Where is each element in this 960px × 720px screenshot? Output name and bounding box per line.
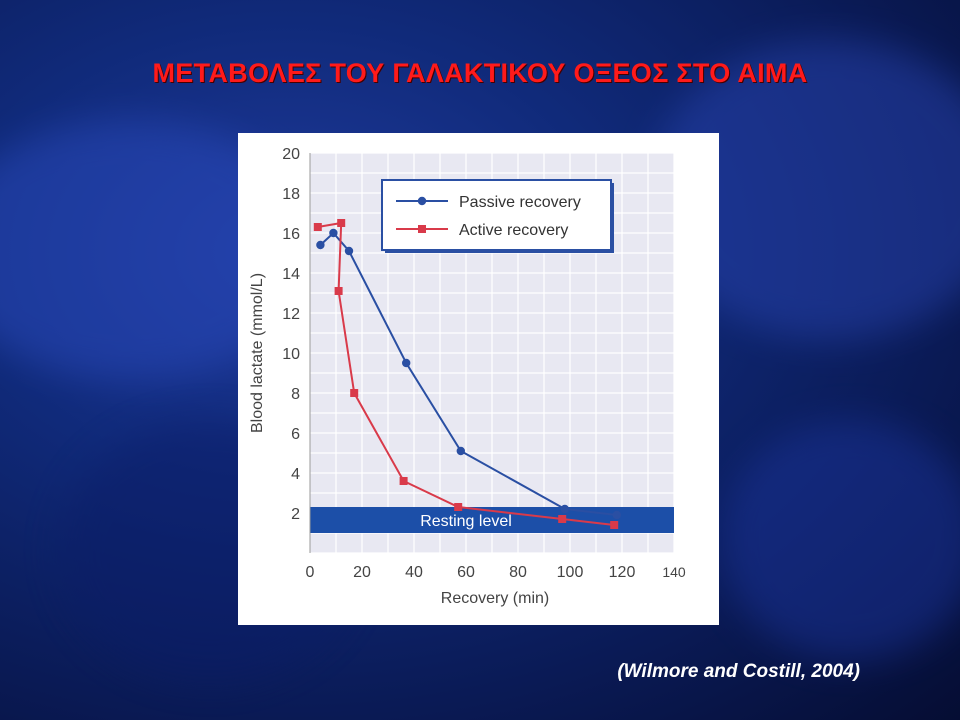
legend-label: Passive recovery <box>459 194 581 211</box>
y-tick-label: 8 <box>291 386 300 403</box>
citation: (Wilmore and Costill, 2004) <box>617 661 860 682</box>
data-point-active <box>399 477 408 485</box>
figure-panel: Resting level 2 4 6 8 10 12 14 16 18 20 0 20 40 60 80… <box>238 133 719 625</box>
x-tick-label: 120 <box>609 564 636 581</box>
legend-marker <box>417 196 427 206</box>
legend-shadow <box>385 250 614 253</box>
y-tick-label: 20 <box>282 146 300 163</box>
legend-label: Active recovery <box>459 222 568 239</box>
data-point-active <box>313 223 322 231</box>
y-tick-label: 12 <box>282 306 300 323</box>
legend: Passive recovery Active recovery <box>381 179 614 253</box>
data-point-passive <box>612 510 621 520</box>
data-point-passive <box>402 358 411 368</box>
x-tick-label: 100 <box>557 564 584 581</box>
slide-title: ΜΕΤΑΒΟΛΕΣ ΤΟΥ ΓΑΛΑΚΤΙΚΟΥ ΟΞΕΟΣ ΣΤΟ ΑΙΜΑ <box>152 58 808 88</box>
y-tick-label: 4 <box>291 466 300 483</box>
x-tick-label: 20 <box>353 564 371 581</box>
y-tick-labels: 2 4 6 8 10 12 14 16 18 20 <box>282 146 300 523</box>
data-point-active <box>337 219 346 227</box>
data-point-passive <box>316 240 325 250</box>
legend-marker <box>418 225 426 233</box>
data-point-passive <box>329 228 338 238</box>
data-point-passive <box>344 246 354 256</box>
x-tick-labels: 0 20 40 60 80 100 120 140 <box>306 564 686 581</box>
data-point-active <box>454 503 463 511</box>
data-point-active <box>610 521 619 529</box>
y-tick-label: 6 <box>291 426 300 443</box>
data-point-passive <box>560 504 569 514</box>
y-tick-label: 18 <box>282 186 300 203</box>
x-tick-label: 140 <box>662 564 686 580</box>
legend-shadow <box>611 183 614 253</box>
data-point-active <box>334 287 343 295</box>
x-tick-label: 0 <box>306 564 315 581</box>
x-tick-label: 40 <box>405 564 423 581</box>
lactate-chart: Resting level 2 4 6 8 10 12 14 16 18 20 0 20 40 60 80… <box>249 146 686 607</box>
series-line-active <box>317 221 615 526</box>
y-tick-label: 10 <box>282 346 300 363</box>
x-tick-label: 80 <box>509 564 527 581</box>
y-tick-label: 2 <box>291 506 300 523</box>
y-tick-label: 16 <box>282 226 300 243</box>
data-point-active <box>558 515 567 523</box>
y-tick-label: 14 <box>282 266 300 283</box>
data-point-passive <box>456 446 465 456</box>
series <box>313 219 621 529</box>
x-axis-label: Recovery (min) <box>441 590 549 607</box>
legend-box <box>381 179 612 251</box>
x-tick-label: 60 <box>457 564 475 581</box>
resting-level-label: Resting level <box>420 513 512 530</box>
background-swirl <box>720 420 960 660</box>
y-axis-label: Blood lactate (mmol/L) <box>249 273 266 433</box>
data-point-active <box>350 389 359 397</box>
legend-entries: Passive recovery Active recovery <box>396 194 581 239</box>
